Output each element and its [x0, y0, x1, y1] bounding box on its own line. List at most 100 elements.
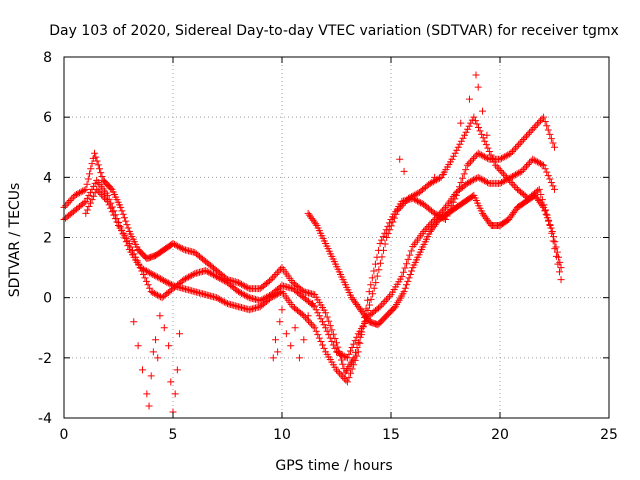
- data-point: [171, 390, 179, 398]
- data-point: [536, 117, 544, 125]
- data-point: [513, 170, 521, 178]
- data-point: [79, 187, 87, 195]
- data-point: [541, 117, 549, 125]
- data-point: [83, 206, 91, 214]
- data-point: [353, 352, 361, 360]
- data-point: [156, 312, 164, 320]
- x-axis-label: GPS time / hours: [275, 458, 392, 474]
- data-point: [510, 146, 518, 154]
- data-point: [357, 331, 365, 339]
- data-point: [242, 292, 250, 300]
- data-point: [529, 125, 537, 133]
- data-point: [298, 286, 306, 294]
- data-point: [467, 119, 475, 127]
- data-point: [120, 214, 128, 222]
- data-point: [163, 278, 171, 286]
- data-point: [303, 315, 311, 323]
- data-point: [460, 131, 468, 139]
- y-tick-label: 0: [43, 291, 52, 307]
- data-point: [471, 117, 479, 125]
- data-point: [71, 191, 79, 199]
- data-point: [350, 361, 358, 369]
- data-point: [345, 350, 353, 358]
- data-point: [186, 272, 194, 280]
- data-point: [362, 305, 370, 313]
- data-point: [97, 191, 105, 199]
- data-point: [404, 255, 412, 263]
- data-point: [482, 178, 490, 186]
- data-point: [65, 198, 73, 206]
- data-point: [108, 208, 116, 216]
- data-point: [304, 312, 312, 320]
- data-point: [86, 199, 94, 207]
- data-point: [119, 210, 127, 218]
- data-point: [141, 266, 149, 274]
- data-point: [453, 146, 461, 154]
- data-point: [325, 331, 333, 339]
- data-point: [440, 205, 448, 213]
- data-point: [522, 162, 530, 170]
- data-point: [98, 172, 106, 180]
- data-point: [147, 270, 155, 278]
- data-point: [97, 169, 105, 177]
- data-point: [378, 236, 386, 244]
- x-tick-label: 25: [600, 427, 618, 443]
- data-point: [314, 309, 322, 317]
- data-point: [515, 169, 523, 177]
- data-point: [551, 143, 558, 151]
- data-point: [311, 324, 319, 332]
- data-point: [519, 136, 527, 144]
- data-point: [459, 134, 467, 142]
- data-point: [134, 342, 142, 350]
- data-point: [337, 350, 345, 358]
- data-point: [153, 291, 161, 299]
- data-point: [504, 151, 512, 159]
- data-point: [300, 336, 308, 344]
- data-point: [264, 292, 272, 300]
- data-point: [476, 174, 484, 182]
- data-point: [541, 207, 549, 215]
- data-point: [522, 132, 530, 140]
- data-point: [99, 192, 107, 200]
- data-point: [153, 273, 161, 281]
- data-point: [557, 264, 565, 272]
- data-point: [111, 215, 119, 223]
- data-point: [318, 341, 326, 349]
- data-point: [63, 200, 71, 208]
- data-point: [117, 203, 125, 211]
- data-point: [180, 276, 188, 284]
- data-point: [213, 294, 221, 302]
- data-point: [379, 233, 387, 241]
- y-tick-label: -4: [38, 411, 52, 427]
- data-point: [141, 274, 149, 282]
- data-point: [556, 258, 564, 266]
- data-point: [262, 293, 270, 301]
- data-point: [146, 269, 154, 277]
- data-point: [102, 196, 110, 204]
- data-point: [85, 203, 93, 211]
- data-point: [144, 281, 152, 289]
- data-point: [552, 243, 560, 251]
- data-point: [219, 297, 227, 305]
- data-point: [74, 190, 82, 198]
- data-point: [547, 224, 555, 232]
- data-point: [326, 322, 334, 330]
- data-point: [214, 295, 222, 303]
- data-point: [550, 233, 558, 241]
- data-point: [149, 270, 157, 278]
- data-point: [348, 344, 356, 352]
- y-tick-label: 4: [43, 170, 52, 186]
- data-point: [167, 378, 175, 386]
- data-point: [241, 282, 249, 290]
- chart-title: Day 103 of 2020, Sidereal Day-to-day VTE…: [49, 23, 619, 39]
- data-point: [295, 354, 303, 362]
- data-point: [127, 243, 135, 251]
- data-point: [317, 338, 325, 346]
- data-point: [132, 253, 140, 261]
- y-tick-label: -2: [38, 351, 52, 367]
- data-point: [513, 142, 521, 150]
- data-point: [130, 250, 138, 258]
- data-point: [138, 267, 146, 275]
- data-point: [213, 273, 221, 281]
